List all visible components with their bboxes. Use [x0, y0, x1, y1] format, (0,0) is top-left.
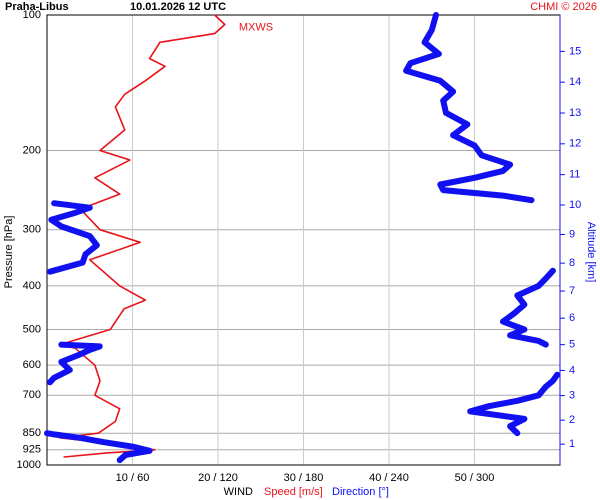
x-label-speed: Speed [m/s]: [264, 486, 323, 498]
y2-tick-label: 11: [569, 169, 580, 181]
y-tick-label: 600: [23, 359, 41, 371]
x-tick-label: 20 / 120: [198, 472, 238, 484]
direction-line: [46, 341, 103, 386]
y-tick-label: 400: [23, 280, 41, 292]
y2-tick-label: 8: [569, 257, 575, 269]
y2-tick-label: 2: [569, 414, 575, 426]
y2-tick-label: 4: [569, 364, 575, 376]
chart-title: Praha-Libus: [5, 1, 69, 13]
chart-subtitle: 10.01.2026 12 UTC: [130, 1, 226, 13]
y-label: Pressure [hPa]: [3, 216, 15, 289]
direction-line: [403, 12, 535, 204]
y2-tick-label: 7: [569, 285, 575, 297]
y2-tick-label: 6: [569, 312, 575, 324]
y2-tick-label: 15: [569, 45, 581, 57]
y2-tick-label: 14: [569, 76, 581, 88]
x-tick-label: 30 / 180: [284, 472, 324, 484]
y2-tick-label: 5: [569, 339, 575, 351]
direction-line: [46, 200, 100, 275]
y2-tick-label: 10: [569, 199, 581, 211]
y2-tick-label: 9: [569, 228, 575, 240]
y-tick-label: 500: [23, 323, 41, 335]
credit: CHMI © 2026: [530, 1, 597, 13]
y-tick-label: 925: [23, 444, 41, 456]
y2-label: Altitude [km]: [585, 222, 597, 283]
y-tick-label: 100: [23, 9, 41, 21]
y-tick-label: 700: [23, 389, 41, 401]
x-tick-label: 10 / 60: [116, 472, 150, 484]
y-tick-label: 850: [23, 427, 41, 439]
x-tick-label: 50 / 300: [455, 472, 495, 484]
y-tick-label: 1000: [17, 459, 41, 471]
x-label-direction: Direction [°]: [332, 486, 389, 498]
direction-line: [44, 430, 153, 464]
y-tick-label: 300: [23, 224, 41, 236]
y-tick-label: 200: [23, 144, 41, 156]
x-label: WIND: [224, 486, 253, 498]
speed-line: [59, 14, 226, 458]
y2-tick-label: 13: [569, 107, 581, 119]
annotation: MXWS: [239, 21, 273, 33]
y2-tick-label: 12: [569, 138, 581, 150]
direction-line: [500, 267, 556, 348]
x-tick-label: 40 / 240: [369, 472, 409, 484]
direction-line: [467, 371, 561, 437]
y2-tick-label: 3: [569, 390, 575, 402]
y2-tick-label: 1: [569, 438, 575, 450]
